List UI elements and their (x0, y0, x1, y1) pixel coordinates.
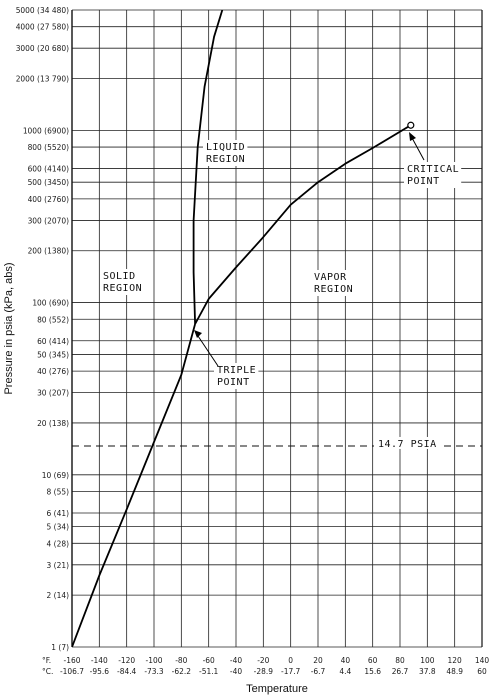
x-tick-label-f: -100 (146, 655, 163, 665)
y-tick-label: 5000 (34 480) (16, 5, 69, 15)
x-tick-label-f: 140 (475, 655, 489, 665)
x-tick-label-f: 0 (288, 655, 293, 665)
liquid-region-label: LIQUID (206, 142, 245, 153)
triple-point-label: TRIPLE (217, 365, 256, 376)
x-tick-label-f: 20 (313, 655, 323, 665)
reference-label-bg (374, 436, 440, 449)
y-tick-label: 300 (2070) (28, 215, 70, 225)
x-tick-label-c: -6.7 (311, 666, 326, 676)
x-tick-label-f: 80 (395, 655, 405, 665)
y-tick-label: 8 (55) (47, 486, 70, 496)
liquid-region-label: REGION (206, 154, 245, 165)
vapor-region-label: REGION (314, 284, 353, 295)
x-tick-label-c: -17.7 (281, 666, 301, 676)
x-tick-label-c: -62.2 (172, 666, 191, 676)
y-tick-label: 100 (690) (32, 298, 69, 308)
vapor-region-label: VAPOR (314, 272, 347, 283)
y-tick-label: 3000 (20 680) (16, 43, 69, 53)
x-tick-label-c: -95.6 (90, 666, 110, 676)
x-tick-label-f: 60 (368, 655, 378, 665)
x-tick-label-f: -60 (203, 655, 215, 665)
solid-region-label: SOLID (103, 271, 136, 282)
y-tick-label: 2000 (13 790) (16, 74, 69, 84)
solid-region-label: REGION (103, 283, 142, 294)
x-tick-label-c: 26.7 (392, 666, 409, 676)
y-axis-title: Pressure in psia (kPa, abs) (3, 262, 15, 394)
x-tick-label-f: -140 (91, 655, 108, 665)
x-tick-label-f: -120 (118, 655, 135, 665)
x-tick-label-f: -160 (64, 655, 81, 665)
vapor-region-label-bg (311, 270, 356, 296)
y-tick-label: 20 (138) (37, 418, 69, 428)
x-tick-label-f: 120 (448, 655, 462, 665)
x-unit-fahrenheit: °F. (42, 655, 51, 665)
triple-point-arrowhead (194, 330, 202, 338)
y-tick-label: 1 (7) (51, 642, 69, 652)
x-tick-label-f: -20 (257, 655, 269, 665)
x-tick-label-c: 37.8 (419, 666, 436, 676)
y-tick-label: 50 (345) (37, 349, 69, 359)
melting-curve (192, 10, 224, 325)
triple-point-arrow (195, 332, 219, 367)
x-tick-label-f: -80 (175, 655, 187, 665)
liquid-region-label-bg (203, 140, 248, 166)
sublimation-curve (72, 323, 196, 647)
y-tick-label: 60 (414) (37, 336, 69, 346)
x-tick-label-c: -73.3 (144, 666, 164, 676)
y-tick-label: 600 (4140) (28, 164, 70, 174)
y-tick-label: 800 (5520) (28, 142, 70, 152)
y-tick-label: 80 (552) (37, 314, 69, 324)
x-tick-label-c: -106.7 (60, 666, 84, 676)
x-tick-label-c: -51.1 (199, 666, 219, 676)
y-tick-label: 400 (2760) (28, 194, 70, 204)
y-tick-label: 500 (3450) (28, 177, 70, 187)
x-tick-label-c: -84.4 (117, 666, 137, 676)
x-tick-label-f: 40 (341, 655, 351, 665)
x-tick-label-c: 60 (477, 666, 487, 676)
y-tick-label: 10 (69) (42, 470, 69, 480)
critical-point-arrow (410, 135, 425, 161)
triple-point-label-bg (214, 363, 259, 389)
y-tick-label: 4000 (27 580) (16, 22, 69, 32)
y-tick-label: 3 (21) (47, 560, 70, 570)
critical-point-arrowhead (409, 132, 416, 141)
x-tick-label-f: -40 (230, 655, 242, 665)
critical-point-label: POINT (407, 176, 440, 187)
critical-point-label-bg (404, 162, 462, 188)
vaporization-curve (194, 124, 412, 325)
critical-point-label: CRITICAL (407, 164, 459, 175)
triple-point-label: POINT (217, 377, 250, 388)
y-tick-label: 6 (41) (47, 508, 70, 518)
x-tick-label-f: 100 (420, 655, 434, 665)
critical-point-marker (407, 121, 415, 129)
x-tick-label-c: -40 (230, 666, 242, 676)
y-tick-label: 30 (207) (37, 388, 69, 398)
x-tick-label-c: 4.4 (339, 666, 351, 676)
x-tick-label-c: 48.9 (446, 666, 463, 676)
y-tick-label: 1000 (6900) (23, 125, 69, 135)
y-tick-label: 200 (1380) (28, 246, 70, 256)
x-tick-label-c: -28.9 (254, 666, 274, 676)
y-tick-label: 2 (14) (47, 590, 70, 600)
y-tick-label: 5 (34) (47, 522, 70, 532)
y-tick-label: 4 (28) (47, 538, 70, 548)
solid-region-label-bg (100, 269, 145, 295)
y-tick-label: 40 (276) (37, 366, 69, 376)
reference-line-label: 14.7 PSIA (378, 439, 437, 450)
x-tick-label-c: 15.6 (364, 666, 381, 676)
x-axis-title: Temperature (246, 683, 308, 695)
x-unit-celsius: °C. (42, 666, 53, 676)
